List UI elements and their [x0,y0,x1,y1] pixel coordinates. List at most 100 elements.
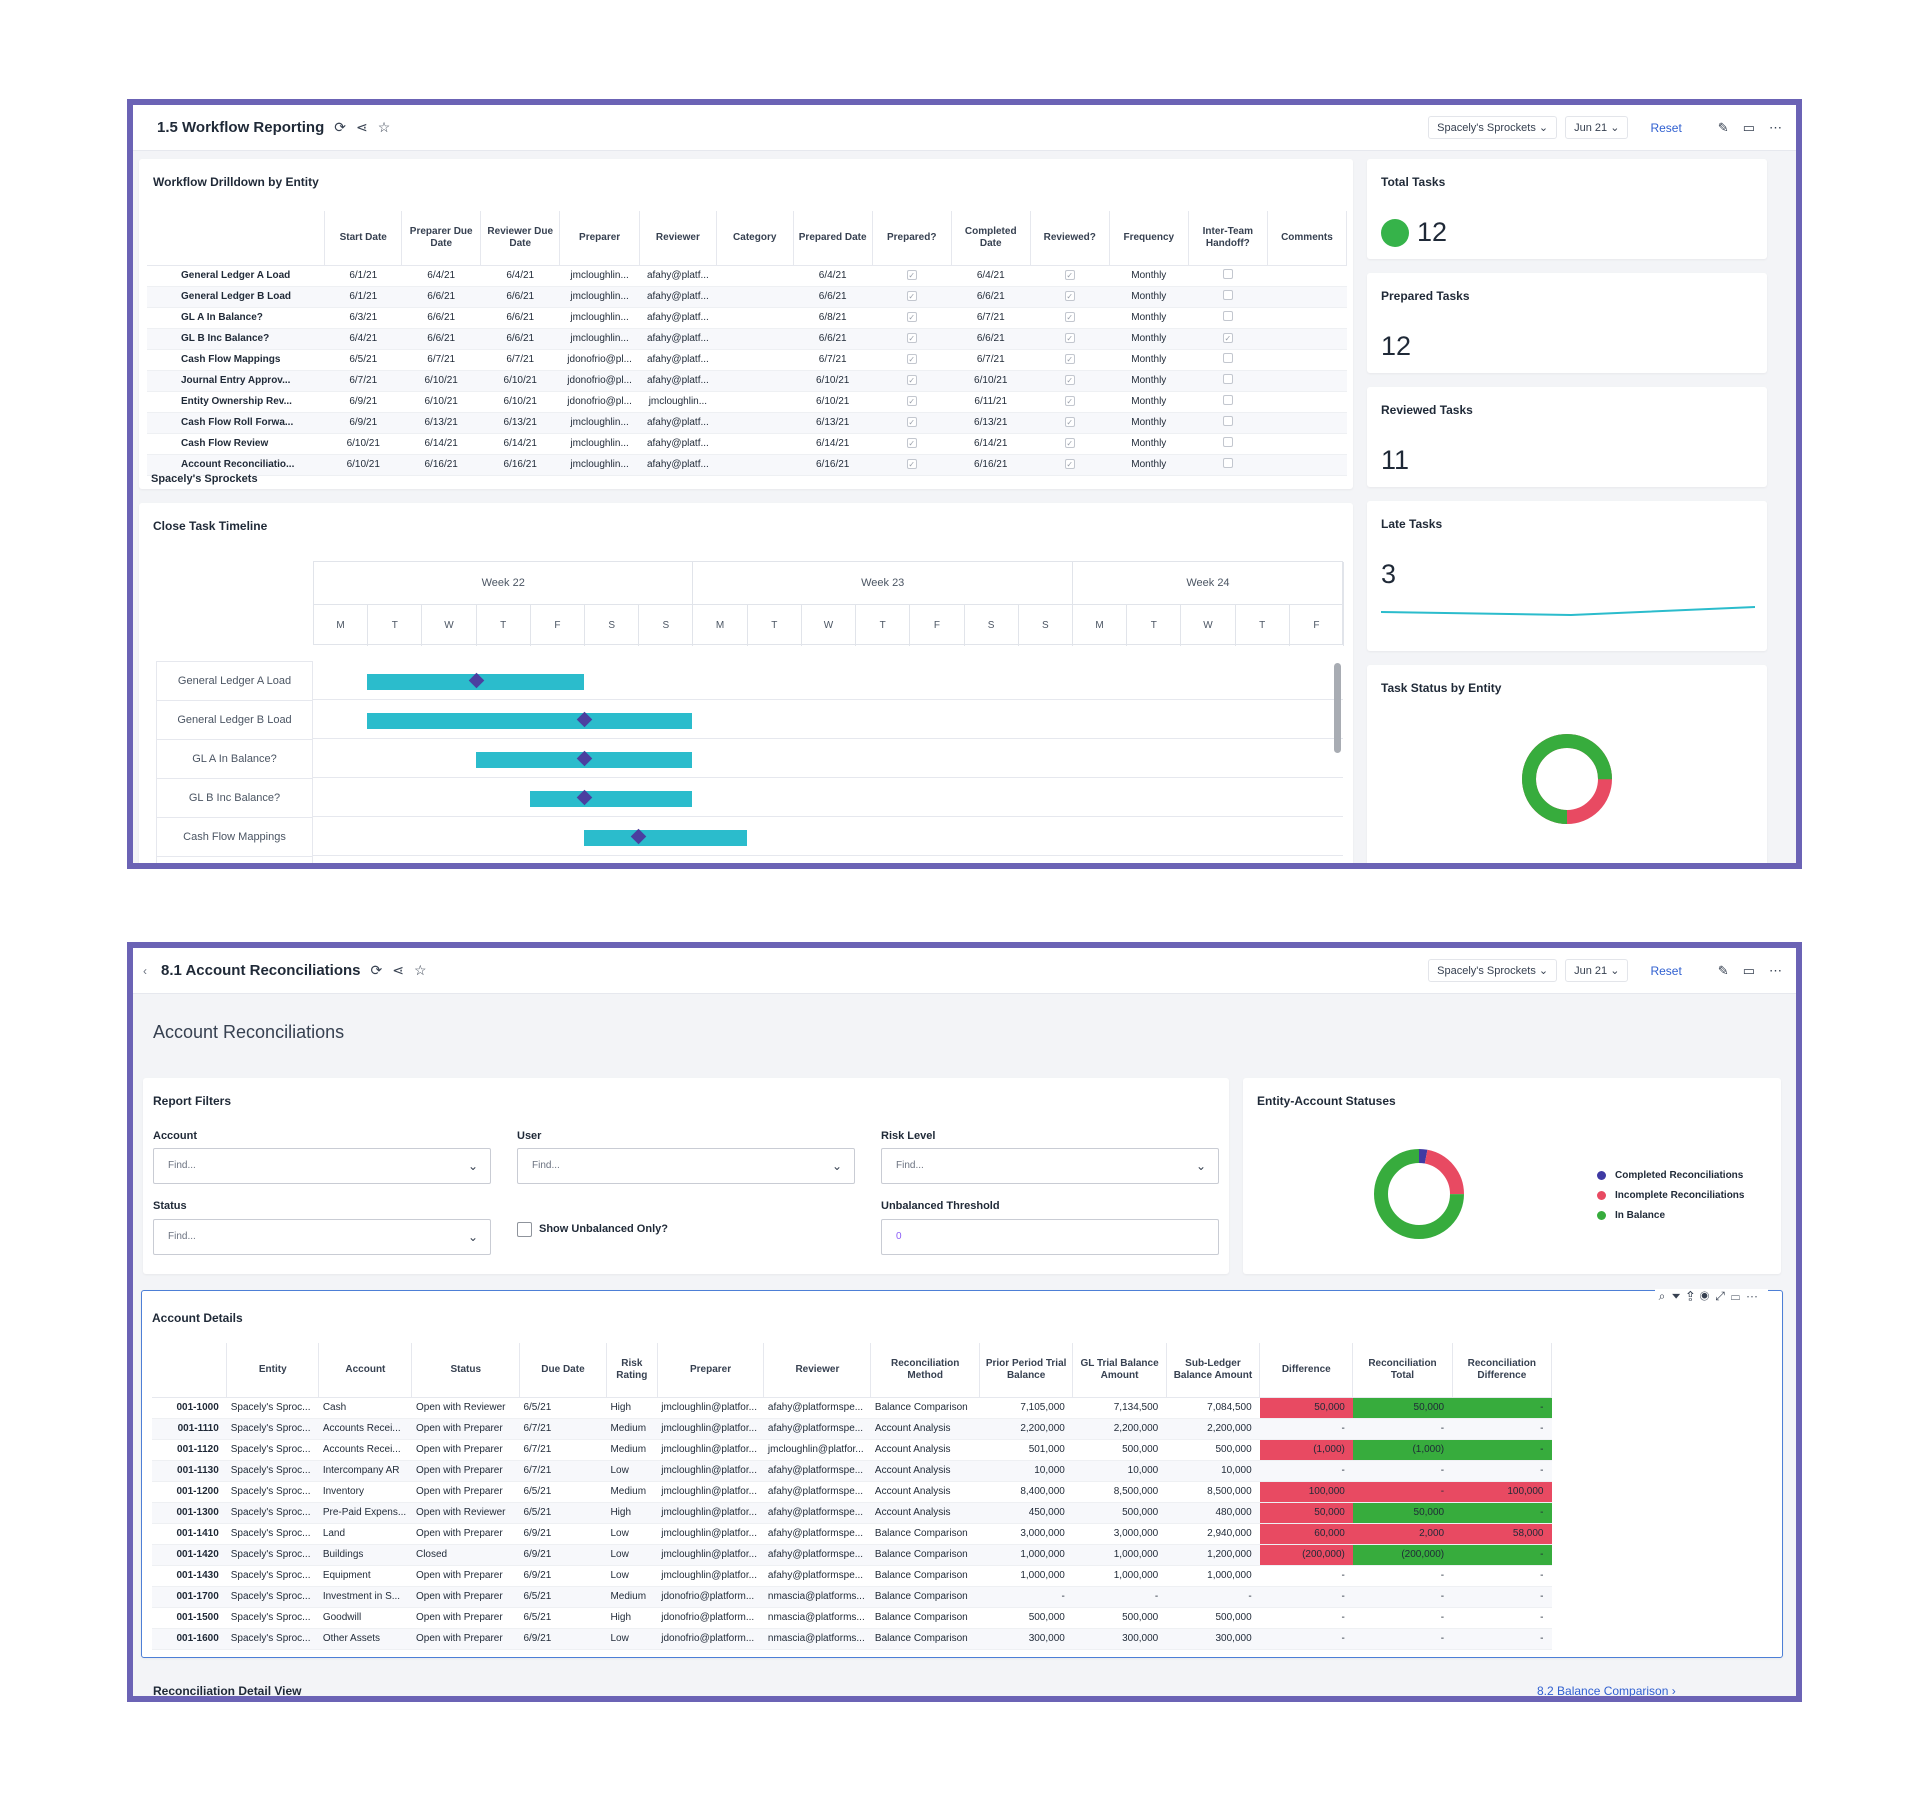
balance-comparison-link[interactable]: 8.2 Balance Comparison › [1537,1684,1676,1698]
filter-icon[interactable]: ⏷ [1671,1289,1687,1303]
reset-button[interactable]: Reset [1650,120,1682,135]
donut-slice[interactable] [1374,1149,1464,1239]
column-header[interactable]: Sub-Ledger Balance Amount [1166,1343,1261,1398]
column-header[interactable]: Prior Period Trial Balance [979,1343,1074,1398]
user-select[interactable]: Find... ⌄ [517,1148,855,1184]
column-header[interactable]: Status [411,1343,520,1398]
column-header[interactable]: Reconciliation Total [1352,1343,1453,1398]
comment-icon[interactable]: ▭ [1730,1289,1746,1303]
donut-slice[interactable] [1374,1149,1464,1239]
share-icon[interactable]: ⋖ [392,962,404,978]
column-header[interactable]: Entity [226,1343,320,1398]
more-icon[interactable]: ⋯ [1769,962,1782,978]
column-header[interactable]: Preparer Due Date [401,211,482,266]
checkbox-icon: ✓ [906,417,917,427]
edit-icon[interactable]: ✎ [1717,119,1729,135]
column-header[interactable]: Reviewer Due Date [480,211,561,266]
period-dropdown[interactable]: Jun 21 ⌄ [1565,116,1629,139]
entity-dropdown[interactable]: Spacely's Sprockets ⌄ [1428,116,1558,139]
table-row[interactable]: General Ledger B Load 6/1/21 6/6/21 6/6/21 j… [147,286,1347,308]
period-dropdown[interactable]: Jun 21 ⌄ [1565,959,1629,982]
table-row[interactable]: GL B Inc Balance? 6/4/21 6/6/21 6/6/21 jmclo… [147,328,1347,350]
export-icon[interactable]: ⇪ [1686,1289,1700,1303]
star-icon[interactable]: ☆ [377,119,391,135]
task-bar[interactable] [584,830,747,846]
table-row[interactable]: 001-1110 Spacely's Sproc... Accounts Recei… [152,1418,1552,1440]
table-row[interactable]: Cash Flow Roll Forwa... 6/9/21 6/13/21 6/13… [147,412,1347,434]
edit-icon[interactable]: ✎ [1717,962,1729,978]
column-header[interactable]: Comments [1267,211,1348,266]
column-header[interactable]: Account [318,1343,413,1398]
status-select[interactable]: Find... ⌄ [153,1219,491,1255]
table-row[interactable]: Cash Flow Mappings 6/5/21 6/7/21 6/7/21 jdon… [147,349,1347,371]
milestone-diamond-icon[interactable] [848,868,864,869]
table-row[interactable]: Account Reconciliatio... 6/10/21 6/16/21 6/… [147,454,1347,476]
table-row[interactable]: GL A In Balance? 6/3/21 6/6/21 6/6/21 jmclou… [147,307,1347,329]
search-icon[interactable]: ⌕ [1658,1289,1672,1303]
threshold-input[interactable]: 0 [881,1219,1219,1255]
timeline-row[interactable]: Cash Flow Mappings [156,817,1343,856]
column-header[interactable]: Reviewer [763,1343,872,1398]
column-header[interactable]: Reviewed? [1030,211,1110,266]
reset-button[interactable]: Reset [1650,963,1682,978]
table-row[interactable]: 001-1300 Spacely's Sproc... Pre-Paid Expen… [152,1502,1552,1524]
table-row[interactable]: 001-1130 Spacely's Sproc... Intercompany A… [152,1460,1552,1482]
column-header[interactable]: Difference [1259,1343,1354,1398]
refresh-icon[interactable]: ⟳ [370,962,383,978]
table-row[interactable]: 001-1700 Spacely's Sproc... Investment in … [152,1586,1552,1608]
table-row[interactable]: 001-1420 Spacely's Sproc... Buildings Close… [152,1544,1552,1566]
timeline-row[interactable]: General Ledger B Load [156,700,1343,739]
timeline-row[interactable]: GL A In Balance? [156,739,1343,778]
risk-level-select[interactable]: Find... ⌄ [881,1148,1219,1184]
share-icon[interactable]: ⋖ [355,119,368,135]
comment-icon[interactable]: ▭ [1742,119,1755,135]
table-row[interactable]: 001-1200 Spacely's Sproc... Inventory Open … [152,1481,1552,1503]
comment-icon[interactable]: ▭ [1742,962,1755,978]
back-chevron-icon[interactable]: ‹ [143,963,147,978]
timeline-row[interactable] [156,856,1343,869]
timeline-row[interactable]: General Ledger A Load [156,661,1343,700]
task-bar[interactable] [529,791,693,807]
account-select[interactable]: Find... ⌄ [153,1148,491,1184]
timeline-row[interactable]: GL B Inc Balance? [156,778,1343,817]
column-header[interactable]: Reconciliation Difference [1452,1343,1553,1398]
more-icon[interactable]: ⋯ [1769,119,1782,135]
table-row[interactable]: 001-1600 Spacely's Sproc... Other Assets Op… [152,1628,1552,1650]
column-header[interactable]: GL Trial Balance Amount [1072,1343,1167,1398]
column-header[interactable]: Prepared Date [793,211,873,266]
column-header[interactable]: Preparer [657,1343,765,1398]
column-header[interactable]: Reconciliation Method [870,1343,980,1398]
eye-icon[interactable]: ◉ [1699,1289,1716,1303]
column-header[interactable]: Inter-Team Handoff? [1188,211,1268,266]
column-header[interactable]: Category [716,211,794,266]
table-row[interactable]: 001-1410 Spacely's Sproc... Land Open with … [152,1523,1552,1545]
checkbox-icon: ✓ [906,438,917,448]
table-row[interactable]: Cash Flow Review 6/10/21 6/14/21 6/14/21 jmc… [147,433,1347,455]
refresh-icon[interactable]: ⟳ [334,119,346,135]
more-icon[interactable]: ⋯ [1745,1289,1764,1303]
expand-icon[interactable]: ⤢ [1715,1289,1731,1303]
table-row[interactable]: General Ledger A Load 6/1/21 6/4/21 6/4/21 j… [147,265,1347,287]
table-row[interactable]: 001-1000 Spacely's Sproc... Cash Open with … [152,1397,1552,1419]
table-row[interactable]: 001-1430 Spacely's Sproc... Equipment Open … [152,1565,1552,1587]
table-row[interactable]: 001-1120 Spacely's Sproc... Accounts Recei… [152,1439,1552,1461]
star-icon[interactable]: ☆ [413,962,427,978]
table-row[interactable]: Journal Entry Approv... 6/7/21 6/10/21 6/10… [147,370,1347,392]
column-header[interactable] [152,1343,228,1398]
column-header[interactable]: Start Date [324,211,403,266]
show-unbalanced-checkbox[interactable] [517,1222,532,1237]
column-header[interactable]: Prepared? [872,211,952,266]
table-row[interactable]: 001-1500 Spacely's Sproc... Goodwill Open w… [152,1607,1552,1629]
entity-dropdown[interactable]: Spacely's Sprockets ⌄ [1428,959,1558,982]
task-bar[interactable] [367,713,693,729]
table-cell: 7,105,000 [979,1397,1073,1419]
table-row[interactable]: Entity Ownership Rev... 6/9/21 6/10/21 6/10… [147,391,1347,413]
column-header[interactable]: Risk Rating [606,1343,658,1398]
column-header[interactable]: Preparer [559,211,640,266]
scrollbar-thumb[interactable] [1334,663,1341,753]
column-header[interactable]: Due Date [519,1343,607,1398]
account-details-scroll[interactable]: Entity Account Status Due Date Risk Rating Pr… [142,1343,1782,1657]
column-header[interactable]: Reviewer [639,211,717,266]
column-header[interactable]: Frequency [1109,211,1189,266]
column-header[interactable]: Completed Date [951,211,1031,266]
